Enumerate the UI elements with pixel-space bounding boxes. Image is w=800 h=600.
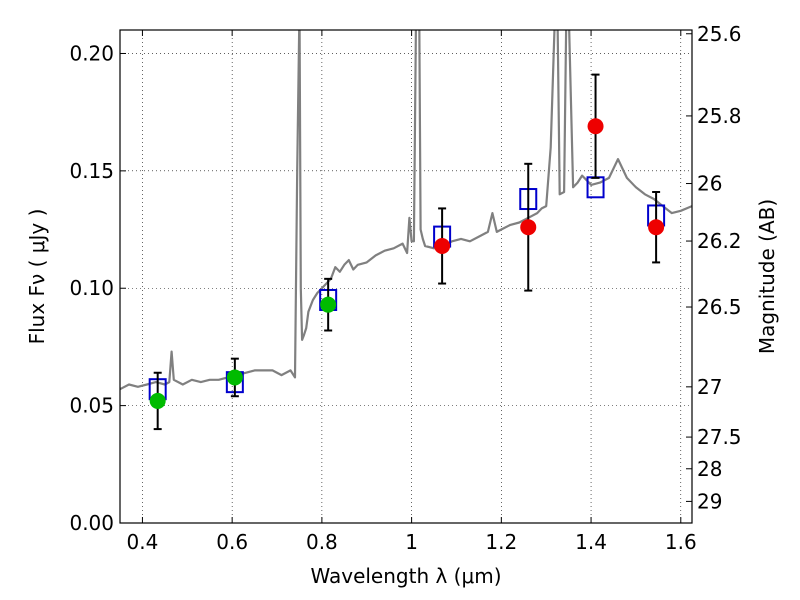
y2-tick-label: 26.5 (697, 295, 742, 319)
y2-tick-label: 25.6 (697, 22, 742, 46)
observed-point (434, 237, 451, 254)
y-tick-label: 0.05 (69, 394, 114, 418)
x-tick-label: 1 (405, 530, 418, 554)
observed-point (226, 369, 243, 386)
x-tick-label: 0.8 (306, 530, 338, 554)
y2-tick-label: 27.5 (697, 425, 742, 449)
plot-area (120, 30, 692, 523)
x-tick-label: 0.6 (216, 530, 248, 554)
y-tick-label: 0.00 (69, 511, 114, 535)
axis-ticks: 0.4 0.6 0.8 1 1.2 1.4 1.6 0.00 0.05 0.10 0.15 0.20 2… (69, 22, 741, 554)
observed-point (320, 296, 337, 313)
observed-point (149, 392, 166, 409)
y2-tick-label: 27 (697, 375, 722, 399)
x-tick-label: 1.6 (665, 530, 697, 554)
photometry-layer (148, 73, 666, 431)
y-tick-label: 0.10 (69, 276, 114, 300)
y2-tick-label: 29 (697, 489, 722, 513)
x-axis-title: Wavelength λ (μm) (310, 564, 501, 588)
y-axis-title: Flux Fν ( μJy ) (25, 209, 49, 345)
observed-point (520, 219, 537, 236)
plot-border (119, 29, 693, 524)
y2-tick-label: 26.2 (697, 229, 742, 253)
y2-axis-title: Magnitude (AB) (755, 199, 779, 354)
x-tick-label: 0.4 (127, 530, 159, 554)
y2-tick-label: 26 (697, 172, 722, 196)
observed-point (648, 219, 665, 236)
y2-tick-label: 25.8 (697, 104, 742, 128)
x-tick-label: 1.4 (575, 530, 607, 554)
y-tick-label: 0.20 (69, 41, 114, 65)
y-tick-label: 0.15 (69, 159, 114, 183)
x-tick-label: 1.2 (485, 530, 517, 554)
y2-tick-label: 28 (697, 457, 722, 481)
observed-point (587, 118, 604, 135)
